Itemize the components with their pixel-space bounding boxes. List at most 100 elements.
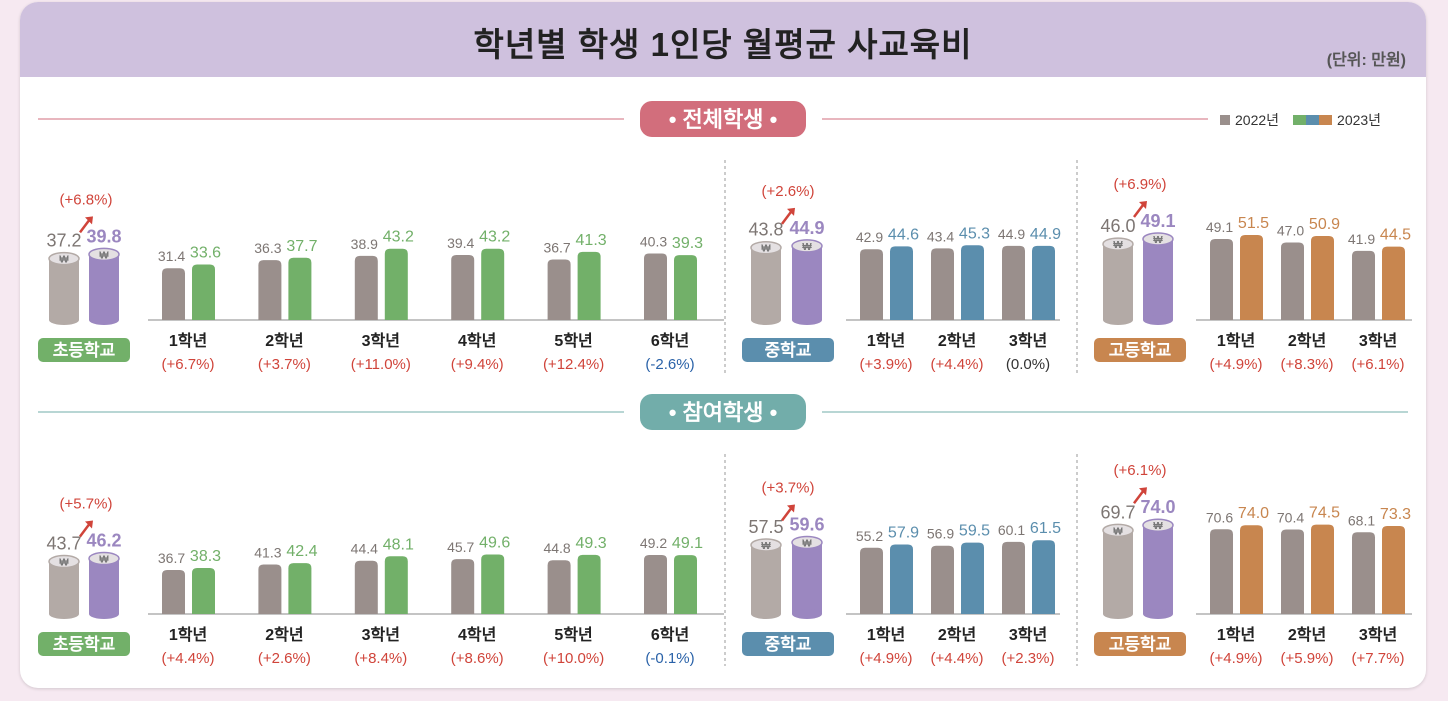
increase-arrow-icon bbox=[79, 219, 90, 234]
bar-value-2023: 74.0 bbox=[1238, 505, 1269, 522]
total-cylinder-body bbox=[49, 258, 79, 320]
total-cylinder-bottom bbox=[1143, 315, 1173, 325]
won-icon: ₩ bbox=[802, 242, 812, 253]
total-cylinder-top bbox=[88, 247, 120, 262]
bar-value-2022: 40.3 bbox=[640, 234, 667, 250]
grade-label: 2학년 bbox=[1288, 331, 1326, 350]
total-change-label: (+6.1%) bbox=[1114, 462, 1167, 479]
grade-change-label: (+4.9%) bbox=[1210, 650, 1263, 667]
bar-2022 bbox=[1281, 529, 1304, 614]
grade-label: 3학년 bbox=[1359, 331, 1397, 350]
legend-swatch-2023 bbox=[1293, 115, 1333, 125]
bar-2022 bbox=[1002, 541, 1025, 614]
won-icon: ₩ bbox=[1113, 240, 1123, 251]
won-icon: ₩ bbox=[761, 541, 771, 552]
section-pill bbox=[640, 101, 806, 137]
grade-change-label: (+6.1%) bbox=[1352, 356, 1405, 373]
bar-value-2023: 44.5 bbox=[1380, 227, 1411, 244]
total-cylinder-top bbox=[791, 239, 823, 253]
grade-label: 2학년 bbox=[938, 625, 976, 644]
grade-label: 3학년 bbox=[1009, 625, 1047, 644]
unit-label: (단위: 만원) bbox=[1326, 52, 1406, 69]
section-pill-label: • 참여학생 • bbox=[669, 400, 778, 425]
bar-2023 bbox=[674, 555, 697, 614]
school-pill-label: 초등학교 bbox=[53, 635, 116, 654]
bar-2022 bbox=[451, 254, 475, 320]
school-pill-label: 중학교 bbox=[765, 341, 812, 360]
bar-value-2023: 44.6 bbox=[888, 226, 919, 243]
total-value-label: 43.7 bbox=[46, 534, 81, 554]
bar-value-2023: 33.6 bbox=[190, 245, 221, 262]
legend-label-2023: 2023년 bbox=[1337, 112, 1382, 128]
school-pill bbox=[1094, 338, 1186, 362]
grade-change-label: (0.0%) bbox=[1006, 356, 1050, 373]
won-icon: ₩ bbox=[1113, 526, 1123, 537]
grade-change-label: (+6.7%) bbox=[162, 356, 215, 373]
won-icon: ₩ bbox=[59, 255, 69, 266]
grade-label: 5학년 bbox=[554, 331, 592, 350]
total-cylinder-top bbox=[88, 551, 120, 566]
total-value-label: 43.8 bbox=[748, 220, 783, 240]
bar-2022 bbox=[354, 255, 378, 320]
bar-2022 bbox=[354, 560, 378, 614]
bar-2023 bbox=[192, 264, 215, 320]
bar-value-2022: 44.4 bbox=[351, 541, 378, 557]
won-icon: ₩ bbox=[802, 538, 812, 549]
bar-2023 bbox=[384, 248, 408, 320]
total-cylinder-top bbox=[750, 538, 782, 552]
grade-label: 1학년 bbox=[867, 331, 905, 350]
bar-2022 bbox=[258, 260, 282, 320]
school-pill bbox=[742, 338, 834, 362]
bar-2023 bbox=[481, 248, 505, 320]
increase-arrow-head-icon bbox=[1139, 200, 1147, 209]
infographic-card: 학년별 학생 1인당 월평균 사교육비 (단위: 만원) 2022년 2023년… bbox=[20, 2, 1426, 688]
grade-change-label: (+4.4%) bbox=[931, 356, 984, 373]
grade-change-label: (+10.0%) bbox=[543, 650, 604, 667]
grade-label: 3학년 bbox=[1359, 625, 1397, 644]
bar-2023 bbox=[577, 251, 601, 320]
total-cylinder-bottom bbox=[751, 609, 781, 619]
bar-2023 bbox=[1311, 236, 1334, 320]
bar-2022 bbox=[1210, 529, 1233, 614]
total-cylinder-body bbox=[1103, 530, 1133, 614]
total-cylinder-bottom bbox=[792, 609, 822, 619]
grade-change-label: (+5.9%) bbox=[1281, 650, 1334, 667]
bar-2023 bbox=[1032, 245, 1055, 320]
total-cylinder-top bbox=[1142, 518, 1174, 532]
total-cylinder-body bbox=[1143, 238, 1173, 320]
bar-value-2023: 44.9 bbox=[1030, 226, 1061, 243]
total-cylinder-body bbox=[1103, 244, 1133, 320]
grade-label: 6학년 bbox=[651, 625, 689, 644]
total-change-label: (+2.6%) bbox=[762, 183, 815, 200]
grade-change-label: (+3.9%) bbox=[860, 356, 913, 373]
total-cylinder-body bbox=[49, 561, 79, 614]
bar-2022 bbox=[547, 259, 571, 320]
total-value-label: 59.6 bbox=[789, 514, 824, 534]
grade-label: 1학년 bbox=[1217, 331, 1255, 350]
bar-value-2023: 50.9 bbox=[1309, 216, 1340, 233]
bar-2023 bbox=[961, 245, 984, 320]
bar-value-2022: 49.1 bbox=[1206, 219, 1233, 235]
bar-value-2022: 56.9 bbox=[927, 526, 954, 542]
bar-value-2022: 39.4 bbox=[447, 235, 474, 251]
bar-value-2022: 41.9 bbox=[1348, 231, 1375, 247]
total-cylinder-bottom bbox=[89, 315, 119, 325]
bar-value-2022: 41.3 bbox=[254, 544, 281, 560]
bar-2022 bbox=[860, 249, 883, 320]
total-cylinder-top bbox=[1142, 232, 1174, 246]
bar-value-2022: 31.4 bbox=[158, 248, 185, 264]
total-change-label: (+3.7%) bbox=[762, 479, 815, 496]
bar-2023 bbox=[674, 255, 697, 320]
bar-value-2022: 44.8 bbox=[543, 540, 570, 556]
increase-arrow-head-icon bbox=[787, 207, 795, 216]
grade-change-label: (+2.6%) bbox=[258, 650, 311, 667]
bar-2022 bbox=[451, 559, 475, 614]
increase-arrow-icon bbox=[781, 211, 792, 225]
bar-value-2023: 48.1 bbox=[383, 536, 414, 553]
grade-label: 3학년 bbox=[362, 625, 400, 644]
grade-change-label: (+8.3%) bbox=[1281, 356, 1334, 373]
grade-change-label: (+8.6%) bbox=[451, 650, 504, 667]
bar-value-2022: 38.9 bbox=[351, 236, 378, 252]
bar-value-2022: 36.7 bbox=[158, 550, 185, 566]
grade-change-label: (+2.3%) bbox=[1002, 650, 1055, 667]
